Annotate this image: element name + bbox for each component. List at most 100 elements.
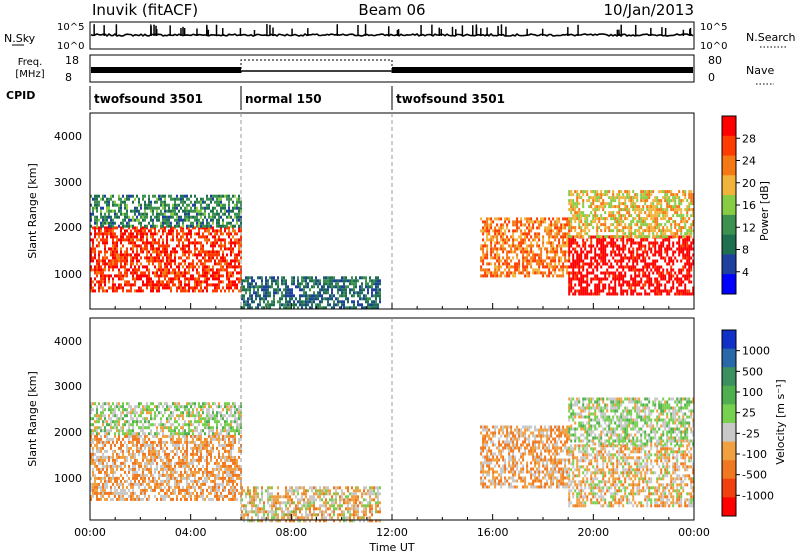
range-gate-cell	[638, 220, 641, 224]
range-gate-cell	[104, 262, 106, 266]
range-gate-cell	[321, 300, 323, 304]
range-gate-cell	[598, 262, 601, 266]
range-gate-cell	[572, 292, 575, 296]
range-gate-cell	[226, 271, 228, 275]
range-gate-cell	[664, 199, 667, 203]
range-gate-cell	[154, 476, 156, 480]
range-gate-cell	[166, 452, 168, 456]
range-gate-cell	[564, 253, 567, 257]
range-gate-cell	[228, 226, 230, 230]
range-gate-cell	[568, 220, 571, 224]
range-gate-cell	[365, 294, 367, 298]
range-gate-cell	[116, 244, 118, 248]
range-gate-cell	[690, 244, 693, 248]
range-gate-cell	[162, 488, 164, 492]
range-gate-cell	[580, 271, 583, 275]
range-gate-cell	[652, 271, 655, 275]
range-gate-cell	[124, 215, 126, 219]
range-gate-cell	[220, 238, 222, 242]
range-gate-cell	[172, 470, 174, 474]
range-gate-cell	[652, 226, 655, 230]
range-gate-cell	[156, 443, 158, 447]
range-gate-cell	[285, 291, 287, 295]
range-gate-cell	[166, 440, 168, 444]
range-gate-cell	[580, 280, 583, 284]
range-gate-cell	[678, 238, 681, 242]
range-gate-cell	[678, 283, 681, 287]
cpid-segment-label: twofsound 3501	[94, 92, 203, 106]
range-gate-cell	[124, 280, 126, 284]
range-gate-cell	[530, 256, 533, 260]
range-gate-cell	[178, 224, 180, 228]
range-gate-cell	[100, 458, 102, 462]
range-gate-cell	[604, 193, 607, 197]
range-gate-cell	[98, 455, 100, 459]
range-gate-cell	[108, 437, 110, 441]
range-gate-cell	[534, 238, 537, 242]
range-gate-cell	[576, 190, 579, 194]
range-gate-cell	[492, 235, 495, 239]
range-gate-cell	[315, 297, 317, 301]
range-gate-cell	[150, 259, 152, 263]
range-gate-cell	[162, 226, 164, 230]
range-gate-cell	[243, 300, 245, 304]
range-gate-cell	[646, 217, 649, 221]
range-gate-cell	[289, 288, 291, 292]
colorbar-tick-label: 4	[742, 266, 749, 279]
range-gate-cell	[670, 226, 673, 230]
range-gate-cell	[586, 193, 589, 197]
range-gate-cell	[612, 196, 615, 200]
range-gate-cell	[204, 235, 206, 239]
range-gate-cell	[182, 443, 184, 447]
range-gate-cell	[540, 223, 543, 227]
range-gate-cell	[682, 226, 685, 230]
range-gate-cell	[686, 268, 689, 272]
range-gate-cell	[114, 226, 116, 230]
range-gate-cell	[102, 289, 104, 293]
range-gate-cell	[610, 250, 613, 254]
range-gate-cell	[678, 253, 681, 257]
range-gate-cell	[574, 208, 577, 212]
range-gate-cell	[134, 280, 136, 284]
range-gate-cell	[574, 259, 577, 263]
range-gate-cell	[612, 241, 615, 245]
range-gate-cell	[150, 224, 152, 228]
range-gate-cell	[148, 280, 150, 284]
range-gate-cell	[94, 437, 96, 441]
range-gate-cell	[644, 193, 647, 197]
range-gate-cell	[118, 497, 120, 501]
range-gate-cell	[624, 232, 627, 236]
range-gate-cell	[94, 253, 96, 257]
range-gate-cell	[369, 279, 371, 283]
range-gate-cell	[170, 440, 172, 444]
range-gate-cell	[588, 223, 591, 227]
range-gate-cell	[331, 282, 333, 286]
range-gate-cell	[170, 212, 172, 216]
range-gate-cell	[146, 283, 148, 287]
range-gate-cell	[96, 221, 98, 225]
range-gate-cell	[648, 265, 651, 269]
range-gate-cell	[166, 280, 168, 284]
range-gate-cell	[351, 306, 353, 310]
range-gate-cell	[311, 306, 313, 310]
range-gate-cell	[652, 283, 655, 287]
range-gate-cell	[656, 226, 659, 230]
range-gate-cell	[361, 285, 363, 289]
range-gate-cell	[562, 238, 565, 242]
range-gate-cell	[188, 461, 190, 465]
range-gate-cell	[518, 235, 521, 239]
range-gate-cell	[612, 211, 615, 215]
range-gate-cell	[154, 467, 156, 471]
range-gate-cell	[142, 289, 144, 293]
range-gate-cell	[190, 479, 192, 483]
range-gate-cell	[514, 244, 517, 248]
range-gate-cell	[594, 289, 597, 293]
range-gate-cell	[92, 289, 94, 293]
range-gate-cell	[142, 226, 144, 230]
range-gate-cell	[640, 238, 643, 242]
range-gate-cell	[598, 226, 601, 230]
range-gate-cell	[182, 226, 184, 230]
range-gate-cell	[684, 274, 687, 278]
range-gate-cell	[146, 473, 148, 477]
range-gate-cell	[267, 285, 269, 289]
